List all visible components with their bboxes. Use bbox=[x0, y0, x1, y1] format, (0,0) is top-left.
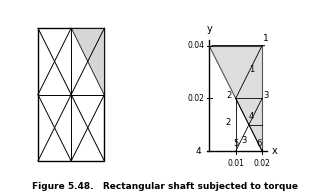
Text: 2: 2 bbox=[225, 118, 230, 127]
Text: 6: 6 bbox=[257, 139, 262, 148]
Text: 3: 3 bbox=[263, 91, 269, 100]
Text: 3: 3 bbox=[241, 136, 246, 145]
Text: 0.02: 0.02 bbox=[254, 159, 270, 168]
Text: 1: 1 bbox=[249, 65, 254, 74]
Text: 4: 4 bbox=[249, 112, 254, 121]
Text: y: y bbox=[207, 24, 212, 34]
Text: 5: 5 bbox=[233, 139, 238, 148]
Text: 0.01: 0.01 bbox=[227, 159, 244, 168]
Text: Figure 5.48.   Rectangular shaft subjected to torque: Figure 5.48. Rectangular shaft subjected… bbox=[32, 182, 299, 191]
Text: 1: 1 bbox=[263, 34, 269, 43]
Text: 2: 2 bbox=[226, 91, 232, 100]
Text: x: x bbox=[271, 146, 277, 156]
Text: 0.04: 0.04 bbox=[187, 41, 204, 50]
Text: 0.02: 0.02 bbox=[187, 94, 204, 103]
Text: 4: 4 bbox=[196, 147, 201, 156]
Polygon shape bbox=[209, 46, 262, 151]
Polygon shape bbox=[71, 28, 104, 95]
